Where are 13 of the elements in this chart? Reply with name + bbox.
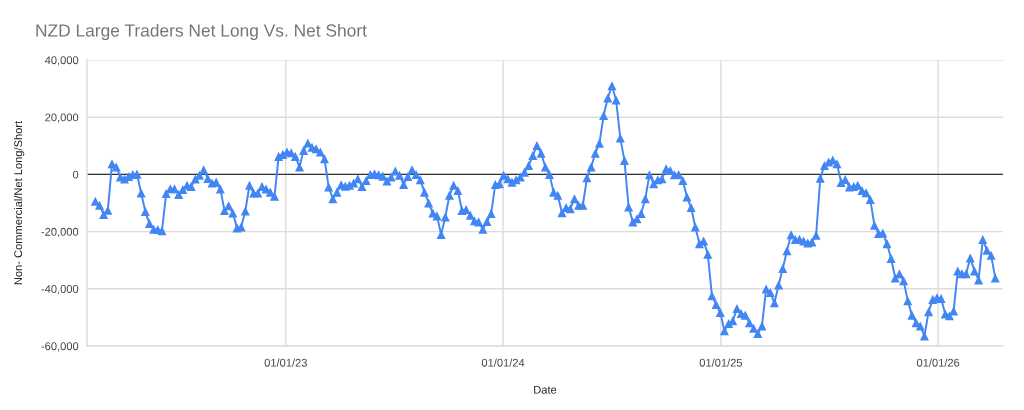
y-tick-label: -20,000 — [41, 227, 79, 238]
x-tick-label: 01/01/26 — [916, 358, 960, 367]
y-tick-label: 0 — [72, 170, 79, 179]
chart-title: NZD Large Traders Net Long Vs. Net Short — [36, 23, 367, 41]
x-tick-label: 01/01/23 — [264, 358, 307, 367]
y-tick-label: -60,000 — [41, 342, 79, 352]
y-tick-label: -40,000 — [41, 285, 79, 295]
x-tick-label: 01/01/24 — [481, 358, 525, 367]
y-tick-label: 20,000 — [45, 113, 79, 123]
x-axis-title: Date — [534, 385, 557, 394]
y-tick-label: 40,000 — [44, 56, 79, 66]
x-tick-label: 01/01/25 — [699, 358, 743, 367]
y-axis-title: Non- Commercial/Net Long/Short — [13, 120, 25, 285]
